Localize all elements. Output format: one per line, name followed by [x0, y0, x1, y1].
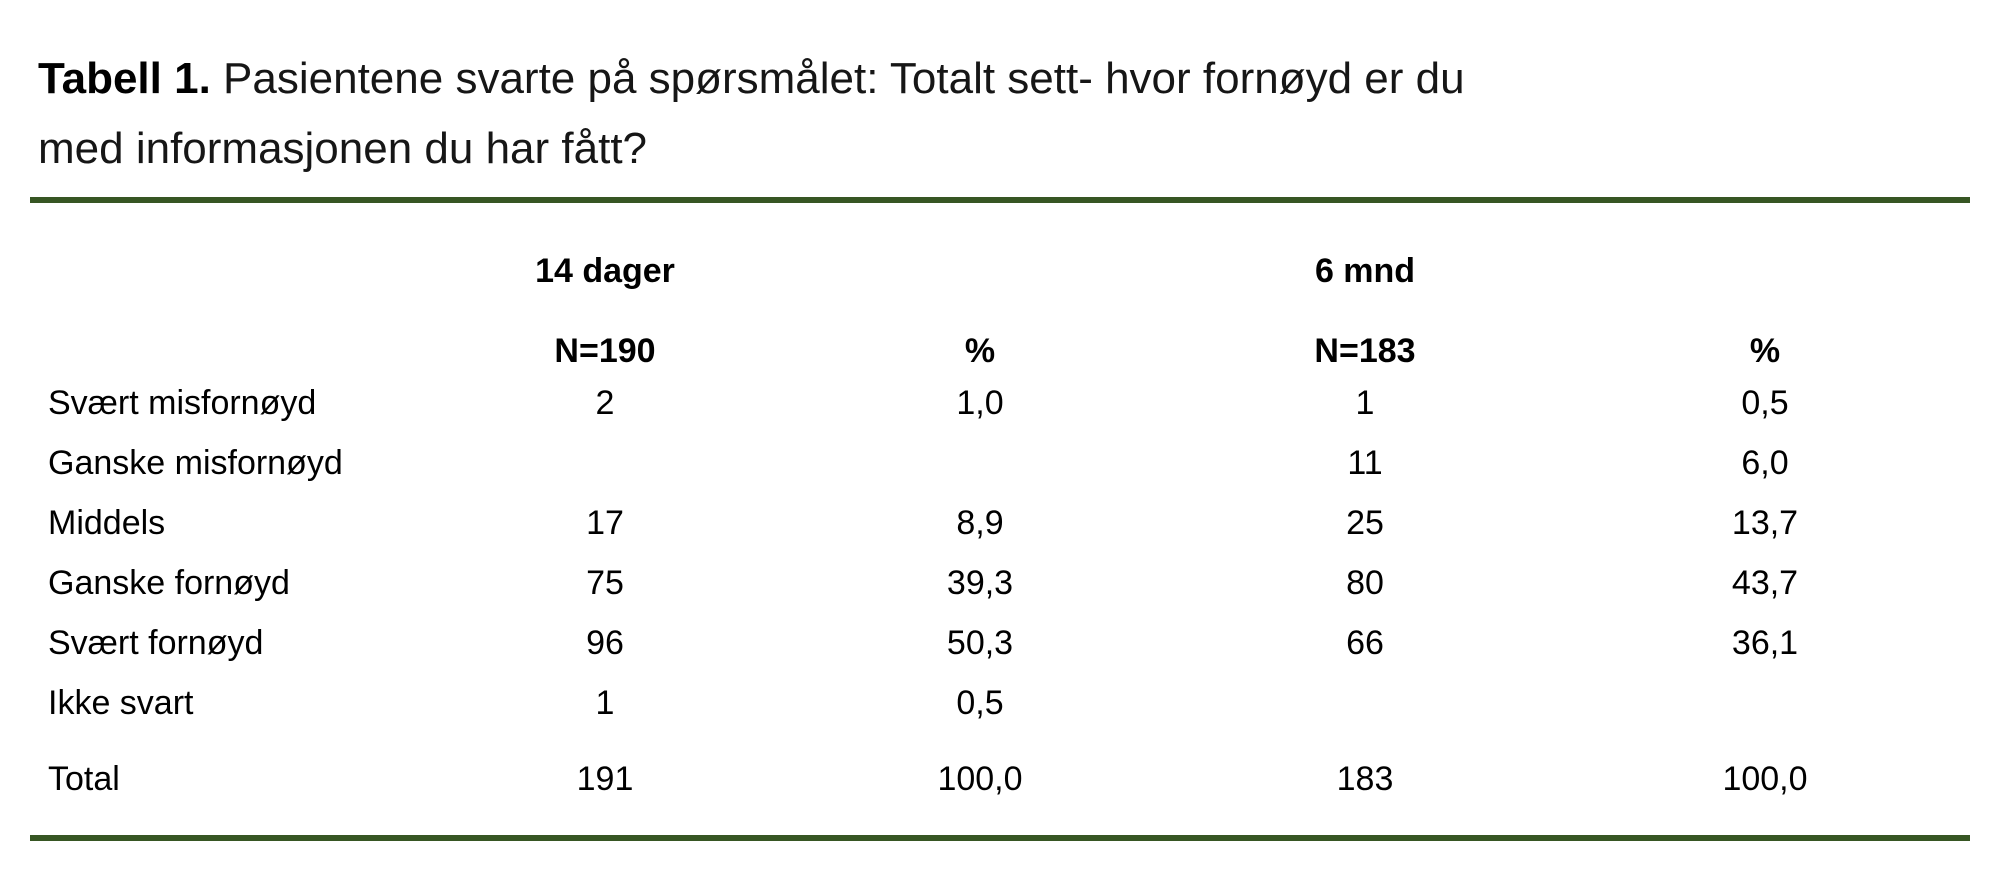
column-header-pct-6-mnd: %: [1749, 331, 1781, 370]
table-cell: 75: [586, 563, 624, 602]
table-cell: 36,1: [1731, 623, 1799, 662]
row-label: Ganske fornøyd: [48, 563, 290, 602]
table-cell: 100,0: [1722, 759, 1808, 798]
table-number-label: Tabell 1.: [38, 54, 211, 103]
table-row: Svært misfornøyd 2 1,0 1 0,5: [30, 373, 1970, 433]
table-cell: 0,5: [1741, 383, 1789, 422]
bottom-rule: [30, 835, 1970, 841]
table-cell: 13,7: [1731, 503, 1799, 542]
column-header-pct-14-dager: %: [964, 331, 996, 370]
group-header-14-dager: 14 dager: [535, 251, 675, 290]
top-rule: [30, 197, 1970, 203]
table-cell: 17: [586, 503, 624, 542]
table-cell: 96: [586, 623, 624, 662]
table-cell: 6,0: [1741, 443, 1789, 482]
group-header-row: 14 dager 6 mnd: [30, 249, 1970, 293]
column-header-n-6-mnd: N=183: [1314, 331, 1416, 370]
table-row: Ikke svart 1 0,5: [30, 673, 1970, 733]
column-header-row: N=190 % N=183 %: [30, 329, 1970, 373]
table-cell: 50,3: [946, 623, 1014, 662]
table-cell: 191: [576, 759, 634, 798]
row-label: Total: [48, 759, 120, 798]
table-cell: 1: [1355, 383, 1375, 422]
caption-line-1: Tabell 1. Pasientene svarte på spørsmåle…: [38, 44, 1465, 114]
table-cell: 2: [595, 383, 615, 422]
row-label: Svært misfornøyd: [48, 383, 317, 422]
table-row: Middels 17 8,9 25 13,7: [30, 493, 1970, 553]
table-cell: 100,0: [937, 759, 1023, 798]
column-header-n-14-dager: N=190: [554, 331, 656, 370]
table-cell: 1,0: [956, 383, 1004, 422]
table-caption: Tabell 1. Pasientene svarte på spørsmåle…: [38, 44, 1465, 184]
table-cell: 1: [595, 683, 615, 722]
table-cell: 11: [1347, 443, 1383, 482]
total-row: Total 191 100,0 183 100,0: [30, 749, 1970, 809]
table-cell: 8,9: [956, 503, 1004, 542]
table: 14 dager 6 mnd N=190 % N=183 % Svært mis…: [30, 197, 1970, 841]
table-cell: 25: [1346, 503, 1384, 542]
table-cell: 43,7: [1731, 563, 1799, 602]
table-row: Ganske misfornøyd 11 6,0: [30, 433, 1970, 493]
row-label: Ikke svart: [48, 683, 194, 722]
table-cell: 0,5: [956, 683, 1004, 722]
caption-line-2: med informasjonen du har fått?: [38, 124, 648, 173]
table-cell: 80: [1346, 563, 1384, 602]
caption-text: Pasientene svarte på spørsmålet: Totalt …: [223, 54, 1465, 103]
row-label: Svært fornøyd: [48, 623, 264, 662]
table-cell: 66: [1346, 623, 1384, 662]
table-row: Svært fornøyd 96 50,3 66 36,1: [30, 613, 1970, 673]
table-cell: 183: [1336, 759, 1394, 798]
row-label: Ganske misfornøyd: [48, 443, 343, 482]
table-row: Ganske fornøyd 75 39,3 80 43,7: [30, 553, 1970, 613]
group-header-6-mnd: 6 mnd: [1314, 251, 1416, 290]
row-label: Middels: [48, 503, 166, 542]
table-cell: 39,3: [946, 563, 1014, 602]
